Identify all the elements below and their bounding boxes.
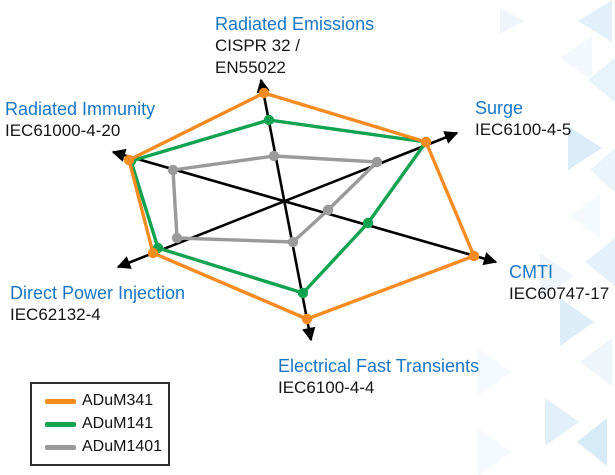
background-triangle <box>585 238 615 286</box>
data-point-ADuM141 <box>297 287 309 299</box>
axis-label-electrical-fast-transients: Electrical Fast Transients IEC6100-4-4 <box>278 355 479 399</box>
axis-title: Radiated Immunity <box>5 99 156 119</box>
data-point-ADuM141 <box>263 114 275 126</box>
background-triangle <box>540 253 574 299</box>
legend-item: ADuM141 <box>45 415 168 433</box>
data-point-ADuM1401 <box>167 164 179 176</box>
axis-title: Direct Power Injection <box>10 283 186 303</box>
axis-title: Electrical Fast Transients <box>278 356 480 376</box>
background-triangle <box>590 148 615 192</box>
axis-label-radiated-emissions: Radiated Emissions CISPR 32 / EN55022 <box>215 13 374 79</box>
axis-standard: IEC62132-4 <box>10 305 101 324</box>
data-point-ADuM1401 <box>171 232 183 244</box>
data-point-ADuM1401 <box>371 156 383 168</box>
series-color-swatch <box>45 398 76 404</box>
axis-standard: CISPR 32 / <box>215 36 301 55</box>
axis-label-direct-power-injection: Direct Power Injection IEC62132-4 <box>10 282 185 326</box>
background-triangle <box>500 8 524 34</box>
data-point-ADuM141 <box>362 217 374 229</box>
axis-standard: IEC60747-17 <box>509 284 610 303</box>
background-triangle <box>570 194 600 238</box>
axis-title: Radiated Emissions <box>215 14 375 34</box>
background-triangle <box>478 348 512 396</box>
axis-standard: IEC6100-4-5 <box>475 120 572 139</box>
background-triangle <box>560 298 594 346</box>
data-point-ADuM341 <box>147 247 159 259</box>
radar-axis <box>116 131 459 269</box>
legend-item: ADuM1401 <box>45 438 168 456</box>
data-point-ADuM341 <box>468 250 480 262</box>
axis-title: CMTI <box>509 262 553 282</box>
background-triangle <box>578 0 612 42</box>
series-color-swatch <box>45 444 76 450</box>
series-name: ADuM141 <box>82 415 154 432</box>
data-point-ADuM341 <box>258 87 270 99</box>
data-point-ADuM341 <box>420 136 432 148</box>
legend-item: ADuM341 <box>45 392 168 410</box>
axis-standard: IEC6100-4-4 <box>278 378 375 397</box>
data-point-ADuM1401 <box>287 236 299 248</box>
background-triangle <box>545 398 579 446</box>
legend: ADuM341 ADuM141 ADuM1401 <box>30 382 170 466</box>
background-triangle <box>568 126 602 170</box>
background-triangle <box>577 418 607 466</box>
axis-title: Surge <box>475 98 524 118</box>
axis-label-radiated-immunity: Radiated Immunity IEC61000-4-20 <box>5 98 155 142</box>
data-point-ADuM341 <box>301 313 313 325</box>
data-point-ADuM1401 <box>268 150 280 162</box>
axis-standard: IEC61000-4-20 <box>5 121 121 140</box>
series-color-swatch <box>45 421 76 427</box>
data-point-ADuM341 <box>123 154 135 166</box>
data-point-ADuM1401 <box>322 204 334 216</box>
background-triangle <box>588 58 615 102</box>
axis-label-cmti: CMTI IEC60747-17 <box>509 261 609 305</box>
series-name: ADuM341 <box>82 392 154 409</box>
background-triangle <box>560 36 592 80</box>
axis-standard: EN55022 <box>215 58 286 77</box>
series-name: ADuM1401 <box>82 438 163 455</box>
background-triangle <box>580 338 612 386</box>
background-triangle <box>478 428 512 475</box>
axis-label-surge: Surge IEC6100-4-5 <box>475 97 571 141</box>
